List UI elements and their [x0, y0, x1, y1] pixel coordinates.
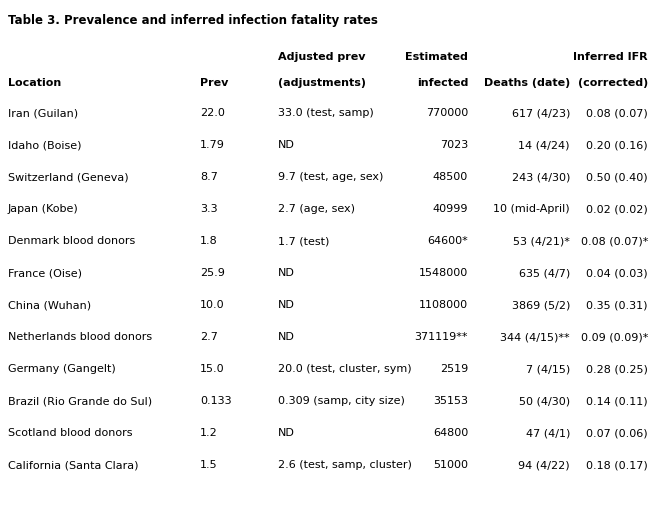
Text: 0.07 (0.06): 0.07 (0.06) [587, 428, 648, 438]
Text: 7023: 7023 [440, 140, 468, 150]
Text: 0.35 (0.31): 0.35 (0.31) [587, 300, 648, 310]
Text: 53 (4/21)*: 53 (4/21)* [513, 236, 570, 246]
Text: 2519: 2519 [440, 364, 468, 374]
Text: Japan (Kobe): Japan (Kobe) [8, 204, 79, 214]
Text: ND: ND [278, 140, 295, 150]
Text: China (Wuhan): China (Wuhan) [8, 300, 91, 310]
Text: France (Oise): France (Oise) [8, 268, 82, 278]
Text: 2.7: 2.7 [200, 332, 218, 342]
Text: infected: infected [417, 78, 468, 88]
Text: 3.3: 3.3 [200, 204, 217, 214]
Text: Estimated: Estimated [405, 52, 468, 62]
Text: 0.18 (0.17): 0.18 (0.17) [586, 460, 648, 470]
Text: 0.08 (0.07): 0.08 (0.07) [586, 108, 648, 118]
Text: Brazil (Rio Grande do Sul): Brazil (Rio Grande do Sul) [8, 396, 152, 406]
Text: ND: ND [278, 332, 295, 342]
Text: (adjustments): (adjustments) [278, 78, 366, 88]
Text: 0.04 (0.03): 0.04 (0.03) [587, 268, 648, 278]
Text: 8.7: 8.7 [200, 172, 218, 182]
Text: 20.0 (test, cluster, sym): 20.0 (test, cluster, sym) [278, 364, 412, 374]
Text: 0.309 (samp, city size): 0.309 (samp, city size) [278, 396, 405, 406]
Text: 0.14 (0.11): 0.14 (0.11) [587, 396, 648, 406]
Text: 2.7 (age, sex): 2.7 (age, sex) [278, 204, 355, 214]
Text: 22.0: 22.0 [200, 108, 225, 118]
Text: 1548000: 1548000 [419, 268, 468, 278]
Text: 371119**: 371119** [415, 332, 468, 342]
Text: 47 (4/1): 47 (4/1) [526, 428, 570, 438]
Text: 40999: 40999 [432, 204, 468, 214]
Text: 2.6 (test, samp, cluster): 2.6 (test, samp, cluster) [278, 460, 412, 470]
Text: 15.0: 15.0 [200, 364, 225, 374]
Text: Scotland blood donors: Scotland blood donors [8, 428, 133, 438]
Text: Idaho (Boise): Idaho (Boise) [8, 140, 81, 150]
Text: Netherlands blood donors: Netherlands blood donors [8, 332, 152, 342]
Text: 51000: 51000 [433, 460, 468, 470]
Text: 48500: 48500 [433, 172, 468, 182]
Text: California (Santa Clara): California (Santa Clara) [8, 460, 139, 470]
Text: 0.28 (0.25): 0.28 (0.25) [586, 364, 648, 374]
Text: 0.20 (0.16): 0.20 (0.16) [587, 140, 648, 150]
Text: Table 3. Prevalence and inferred infection fatality rates: Table 3. Prevalence and inferred infecti… [8, 14, 378, 27]
Text: 617 (4/23): 617 (4/23) [512, 108, 570, 118]
Text: 243 (4/30): 243 (4/30) [512, 172, 570, 182]
Text: 0.09 (0.09)*: 0.09 (0.09)* [581, 332, 648, 342]
Text: ND: ND [278, 428, 295, 438]
Text: ND: ND [278, 300, 295, 310]
Text: 35153: 35153 [433, 396, 468, 406]
Text: 635 (4/7): 635 (4/7) [519, 268, 570, 278]
Text: (corrected): (corrected) [578, 78, 648, 88]
Text: Inferred IFR: Inferred IFR [574, 52, 648, 62]
Text: 9.7 (test, age, sex): 9.7 (test, age, sex) [278, 172, 384, 182]
Text: 3869 (5/2): 3869 (5/2) [512, 300, 570, 310]
Text: Germany (Gangelt): Germany (Gangelt) [8, 364, 116, 374]
Text: 33.0 (test, samp): 33.0 (test, samp) [278, 108, 374, 118]
Text: 1.7 (test): 1.7 (test) [278, 236, 329, 246]
Text: Deaths (date): Deaths (date) [484, 78, 570, 88]
Text: 0.02 (0.02): 0.02 (0.02) [586, 204, 648, 214]
Text: 1.2: 1.2 [200, 428, 217, 438]
Text: 64800: 64800 [433, 428, 468, 438]
Text: Location: Location [8, 78, 61, 88]
Text: 10 (mid-April): 10 (mid-April) [493, 204, 570, 214]
Text: 64600*: 64600* [427, 236, 468, 246]
Text: Switzerland (Geneva): Switzerland (Geneva) [8, 172, 129, 182]
Text: Iran (Guilan): Iran (Guilan) [8, 108, 78, 118]
Text: 94 (4/22): 94 (4/22) [518, 460, 570, 470]
Text: ND: ND [278, 268, 295, 278]
Text: 344 (4/15)**: 344 (4/15)** [501, 332, 570, 342]
Text: 1.5: 1.5 [200, 460, 217, 470]
Text: 7 (4/15): 7 (4/15) [526, 364, 570, 374]
Text: 25.9: 25.9 [200, 268, 225, 278]
Text: 10.0: 10.0 [200, 300, 225, 310]
Text: 0.08 (0.07)*: 0.08 (0.07)* [581, 236, 648, 246]
Text: 1.8: 1.8 [200, 236, 217, 246]
Text: 1.79: 1.79 [200, 140, 225, 150]
Text: 1108000: 1108000 [419, 300, 468, 310]
Text: Adjusted prev: Adjusted prev [278, 52, 365, 62]
Text: 14 (4/24): 14 (4/24) [518, 140, 570, 150]
Text: Prev: Prev [200, 78, 229, 88]
Text: Denmark blood donors: Denmark blood donors [8, 236, 135, 246]
Text: 770000: 770000 [426, 108, 468, 118]
Text: 0.50 (0.40): 0.50 (0.40) [587, 172, 648, 182]
Text: 0.133: 0.133 [200, 396, 232, 406]
Text: 50 (4/30): 50 (4/30) [519, 396, 570, 406]
